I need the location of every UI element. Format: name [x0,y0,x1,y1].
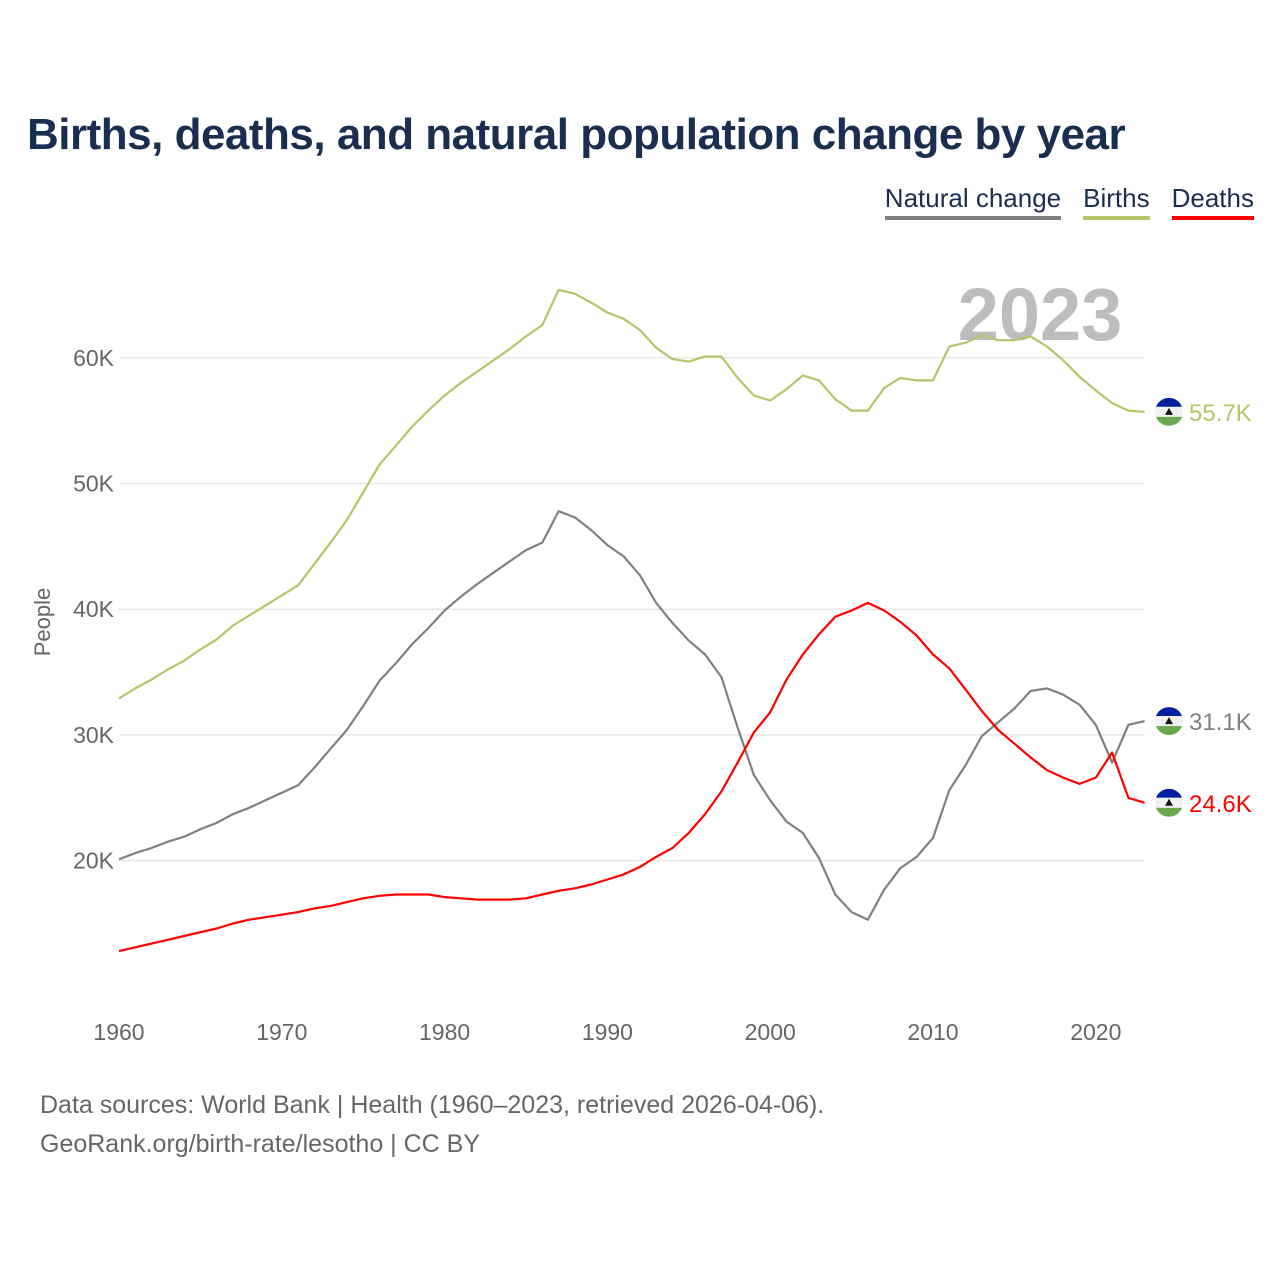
y-tick-label: 30K [73,722,115,748]
source-note: Data sources: World Bank | Health (1960–… [40,1091,825,1119]
end-value-label: 55.7K [1189,400,1252,427]
source-link[interactable]: GeoRank.org/birth-rate/lesotho | CC BY [40,1130,481,1158]
x-tick-label: 1960 [93,1019,144,1045]
legend-deaths[interactable]: Deaths [1171,183,1254,220]
y-tick-label: 40K [73,596,115,622]
series-line-natural-change [118,510,1145,921]
footer: Data sources: World Bank | Health (1960–… [40,1086,824,1164]
lesotho-flag-icon [1155,707,1183,736]
y-tick-label: 20K [73,848,115,874]
y-tick-label: 50K [73,471,115,497]
lesotho-flag-icon [1155,788,1183,817]
series-line-deaths [118,601,1145,953]
x-tick-label: 2000 [745,1019,796,1045]
x-tick-label: 1990 [582,1019,633,1045]
end-value-label: 31.1K [1189,709,1252,736]
x-tick-label: 2010 [907,1019,958,1045]
legend-births[interactable]: Births [1083,183,1150,220]
chart-title: Births, deaths, and natural population c… [27,110,1126,159]
y-tick-label: 60K [73,345,115,371]
x-tick-label: 1980 [419,1019,470,1045]
series-line-births [118,288,1145,700]
x-tick-label: 1970 [256,1019,307,1045]
end-value-label: 24.6K [1189,791,1252,818]
legend-natural-change[interactable]: Natural change [884,183,1062,220]
legend: Natural change Births Deaths [884,183,1254,220]
y-axis-label: People [30,588,55,657]
year-watermark: 2023 [958,273,1123,356]
lesotho-flag-icon [1155,397,1183,426]
x-tick-label: 2020 [1070,1019,1121,1045]
